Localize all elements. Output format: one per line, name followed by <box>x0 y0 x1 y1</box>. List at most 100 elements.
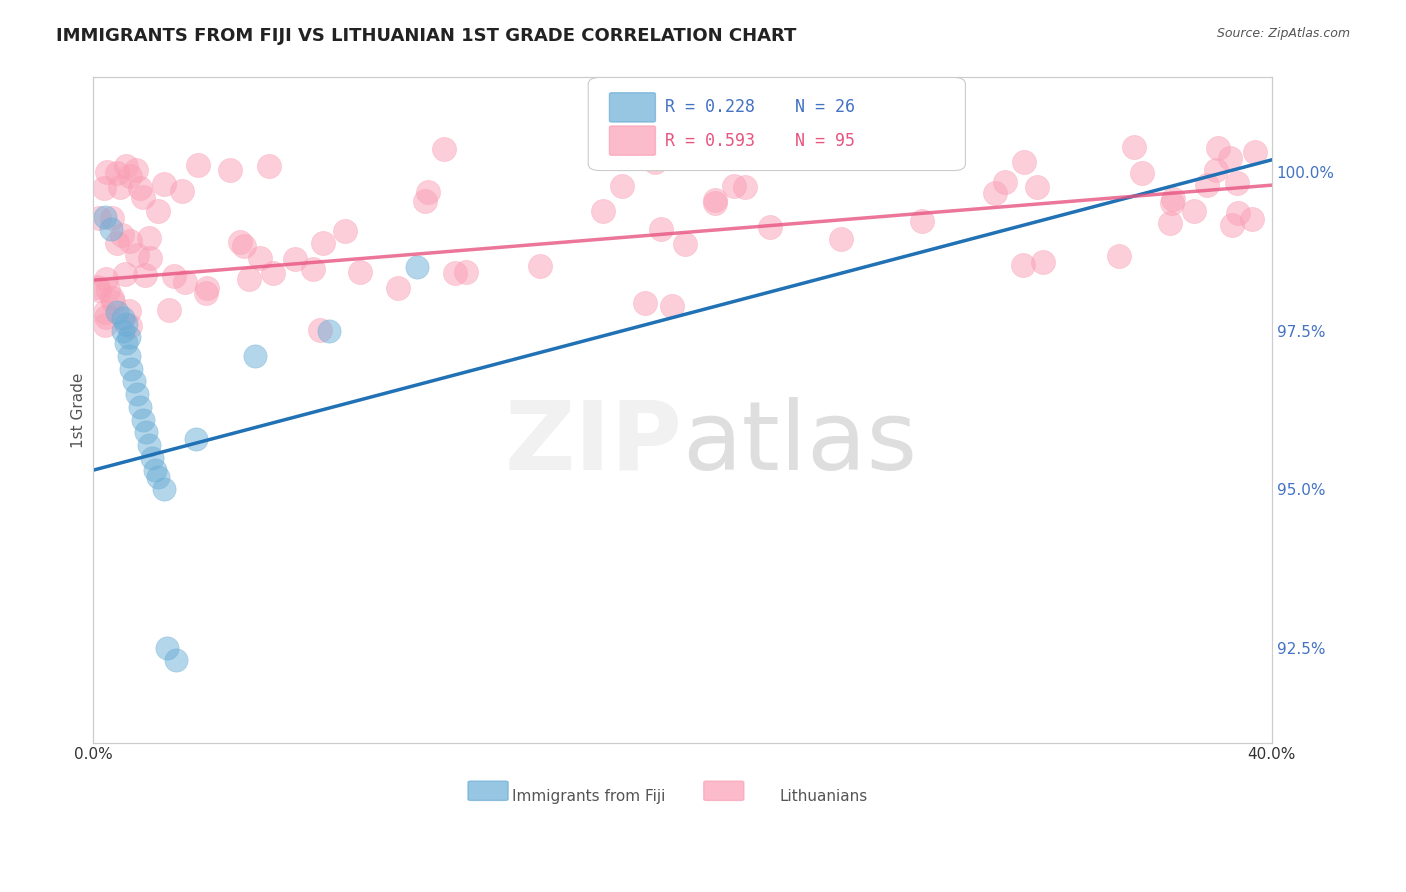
Point <box>114 336 136 351</box>
Point <box>309 323 332 337</box>
Point <box>1026 180 1049 194</box>
Point <box>156 640 179 655</box>
Point <box>96 272 118 286</box>
Point <box>96 310 118 325</box>
Point <box>723 178 745 193</box>
Point <box>127 387 149 401</box>
Point <box>994 175 1017 189</box>
FancyBboxPatch shape <box>468 781 508 800</box>
Point <box>134 268 156 282</box>
Point <box>195 281 218 295</box>
Point <box>1161 196 1184 211</box>
Point <box>118 304 141 318</box>
Point <box>143 463 166 477</box>
Point <box>444 266 467 280</box>
Point <box>114 268 136 282</box>
Point <box>173 275 195 289</box>
Point <box>1012 154 1035 169</box>
Point <box>93 181 115 195</box>
Point <box>318 324 340 338</box>
Point <box>245 349 267 363</box>
Point <box>153 482 176 496</box>
Point <box>127 248 149 262</box>
Point <box>139 251 162 265</box>
Point <box>157 303 180 318</box>
Point <box>262 266 284 280</box>
Point <box>1244 145 1267 160</box>
Text: ZIP: ZIP <box>505 397 682 490</box>
Point <box>1205 163 1227 178</box>
Point <box>118 319 141 334</box>
Point <box>1159 216 1181 230</box>
Point <box>186 432 208 446</box>
FancyBboxPatch shape <box>609 93 655 122</box>
Point <box>89 211 111 225</box>
Point <box>124 375 146 389</box>
Point <box>661 299 683 313</box>
Point <box>194 285 217 300</box>
Point <box>111 311 134 326</box>
Point <box>121 361 143 376</box>
Point <box>302 261 325 276</box>
Point <box>138 231 160 245</box>
Point <box>97 283 120 297</box>
Point <box>101 211 124 226</box>
Point <box>673 236 696 251</box>
Point <box>86 279 108 293</box>
Point <box>1197 178 1219 193</box>
Point <box>163 268 186 283</box>
Point <box>634 296 657 310</box>
Point <box>456 265 478 279</box>
Point <box>1219 151 1241 165</box>
Point <box>259 159 281 173</box>
Point <box>759 219 782 234</box>
Point <box>94 210 117 224</box>
Point <box>1163 192 1185 206</box>
Point <box>172 184 194 198</box>
Point <box>433 143 456 157</box>
Point <box>529 259 551 273</box>
Point <box>644 155 666 169</box>
Point <box>413 194 436 208</box>
Point <box>1182 204 1205 219</box>
Point <box>1122 140 1144 154</box>
Point <box>148 203 170 218</box>
Y-axis label: 1st Grade: 1st Grade <box>72 372 86 448</box>
Point <box>233 239 256 253</box>
Point <box>105 305 128 319</box>
Point <box>1108 249 1130 263</box>
Point <box>1012 259 1035 273</box>
Point <box>387 281 409 295</box>
Point <box>650 222 672 236</box>
Point <box>118 234 141 248</box>
Point <box>312 236 335 251</box>
Point <box>138 438 160 452</box>
Point <box>830 232 852 246</box>
Point <box>704 195 727 210</box>
Point <box>101 291 124 305</box>
Point <box>249 251 271 265</box>
Point <box>111 228 134 243</box>
Point <box>111 324 134 338</box>
FancyBboxPatch shape <box>609 126 655 155</box>
Point <box>911 214 934 228</box>
Point <box>734 180 756 194</box>
Point <box>132 190 155 204</box>
Point <box>238 272 260 286</box>
Point <box>94 318 117 333</box>
FancyBboxPatch shape <box>704 781 744 800</box>
Point <box>418 185 440 199</box>
Point <box>129 180 152 194</box>
Text: Lithuanians: Lithuanians <box>780 789 868 804</box>
Point <box>101 295 124 310</box>
Point <box>406 260 429 275</box>
Point <box>146 469 169 483</box>
Point <box>105 236 128 251</box>
Point <box>984 186 1007 200</box>
Point <box>165 653 187 667</box>
Point <box>349 265 371 279</box>
Point <box>610 179 633 194</box>
Point <box>94 304 117 318</box>
Point <box>117 349 139 363</box>
Point <box>1208 141 1230 155</box>
